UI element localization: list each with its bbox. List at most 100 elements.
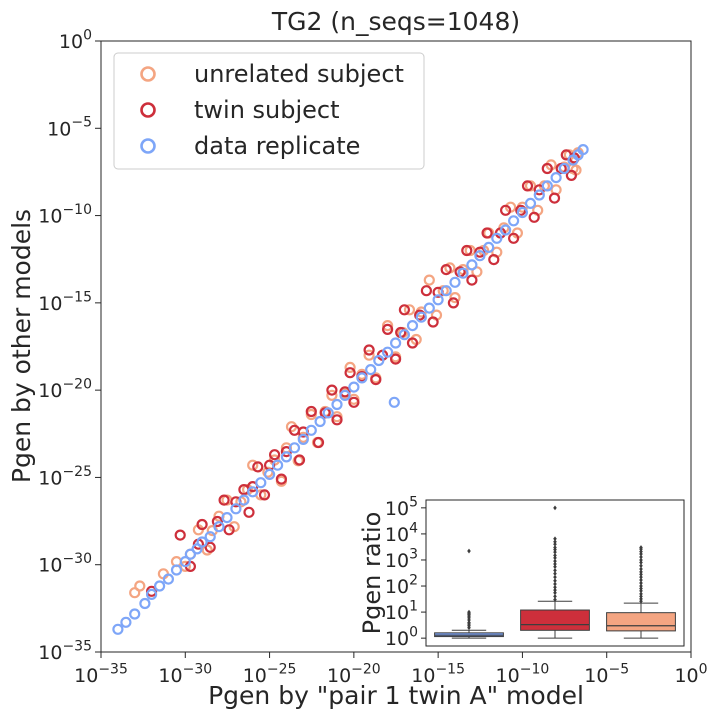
data-point: [370, 374, 382, 386]
data-point: [204, 531, 216, 543]
outlier-point: [553, 564, 557, 570]
data-point: [339, 386, 351, 398]
data-point: [363, 344, 375, 356]
data-point: [440, 285, 452, 297]
data-point: [339, 389, 351, 401]
outlier-point: [639, 549, 643, 554]
data-point: [146, 588, 158, 601]
y-tick-label: 100: [59, 27, 92, 53]
outlier-point: [467, 609, 471, 615]
data-point: [507, 215, 520, 227]
data-point: [264, 468, 276, 480]
x-axis-label: Pgen by "pair 1 twin A" model: [208, 681, 584, 710]
data-point: [221, 511, 233, 524]
data-point: [255, 477, 267, 489]
outlier-point: [553, 505, 557, 511]
outlier-point: [553, 584, 557, 590]
data-point: [466, 274, 478, 286]
data-point: [440, 264, 452, 276]
x-tick-label: 100: [674, 661, 707, 687]
outlier-point: [553, 545, 557, 550]
data-point: [457, 267, 469, 279]
outlier-point: [639, 554, 643, 560]
outlier-point: [467, 620, 471, 625]
data-point: [262, 466, 274, 478]
data-point: [382, 320, 394, 332]
data-point: [269, 449, 281, 461]
data-point: [174, 529, 186, 541]
data-point: [447, 297, 459, 309]
outlier-point: [639, 594, 643, 599]
outlier-point: [467, 548, 471, 554]
data-point: [500, 204, 512, 216]
y-tick-label: 10−30: [38, 551, 92, 577]
data-point: [521, 180, 534, 192]
data-point: [565, 169, 578, 181]
inset-boxes: [434, 505, 676, 639]
data-point: [577, 144, 589, 156]
data-point: [481, 227, 493, 239]
outlier-point: [553, 541, 557, 547]
data-point: [449, 292, 461, 304]
data-point: [305, 405, 317, 418]
outlier-point: [639, 591, 643, 597]
series-data-replicate: [112, 144, 589, 635]
data-point: [382, 323, 394, 335]
legend-label: unrelated subject: [194, 60, 404, 88]
data-point: [288, 442, 301, 454]
inset-y-tick-label: 105: [385, 494, 418, 520]
outlier-point: [553, 581, 557, 587]
inset-y-tick-label: 102: [385, 572, 418, 598]
data-point: [373, 354, 385, 367]
y-tick-label: 10−5: [47, 115, 92, 141]
outlier-point: [639, 571, 643, 577]
plot-frame: [100, 40, 692, 653]
inset-y-axis-label: Pgen ratio: [358, 512, 386, 635]
data-point: [344, 367, 356, 379]
legend-label: twin subject: [194, 96, 340, 124]
data-point: [423, 302, 435, 314]
data-point: [541, 180, 553, 192]
data-point: [406, 320, 419, 332]
outlier-point: [553, 552, 557, 558]
y-tick-label: 10−15: [38, 289, 92, 315]
chart-title: TG2 (n_seqs=1048): [271, 7, 520, 36]
data-point: [390, 353, 402, 365]
y-axis-label: Pgen by other models: [7, 209, 36, 483]
data-point: [382, 346, 394, 358]
inset-frame: [425, 499, 685, 647]
x-tick-label: 10−5: [584, 661, 629, 687]
outlier-point: [553, 539, 557, 545]
data-point: [558, 162, 570, 175]
data-point: [507, 232, 520, 244]
data-point: [488, 254, 500, 266]
inset-y-tick-label: 101: [385, 599, 418, 625]
legend-label: data replicate: [194, 132, 360, 160]
outlier-point: [553, 555, 557, 561]
data-point: [420, 285, 432, 297]
data-point: [423, 274, 435, 286]
data-point: [211, 515, 223, 528]
data-point: [305, 424, 317, 436]
data-point: [550, 172, 562, 184]
data-point: [398, 329, 410, 341]
outlier-point: [639, 557, 643, 563]
box-group: [520, 505, 590, 639]
data-point: [120, 616, 132, 628]
points-layer: [112, 144, 589, 635]
outlier-point: [639, 583, 643, 589]
data-point: [427, 316, 439, 328]
data-point: [533, 189, 545, 201]
data-point: [139, 597, 151, 610]
outlier-point: [553, 567, 557, 573]
data-point: [322, 407, 334, 419]
x-tick-label: 10−10: [496, 661, 550, 687]
x-axis: 10−35 10−30 10−25 10−20 10−15 10−10 10−5 100: [74, 652, 708, 687]
data-point: [331, 398, 343, 411]
data-point: [398, 304, 410, 316]
data-point: [134, 580, 146, 592]
inset-y-tick-label: 100: [385, 625, 418, 651]
data-point: [365, 364, 377, 376]
